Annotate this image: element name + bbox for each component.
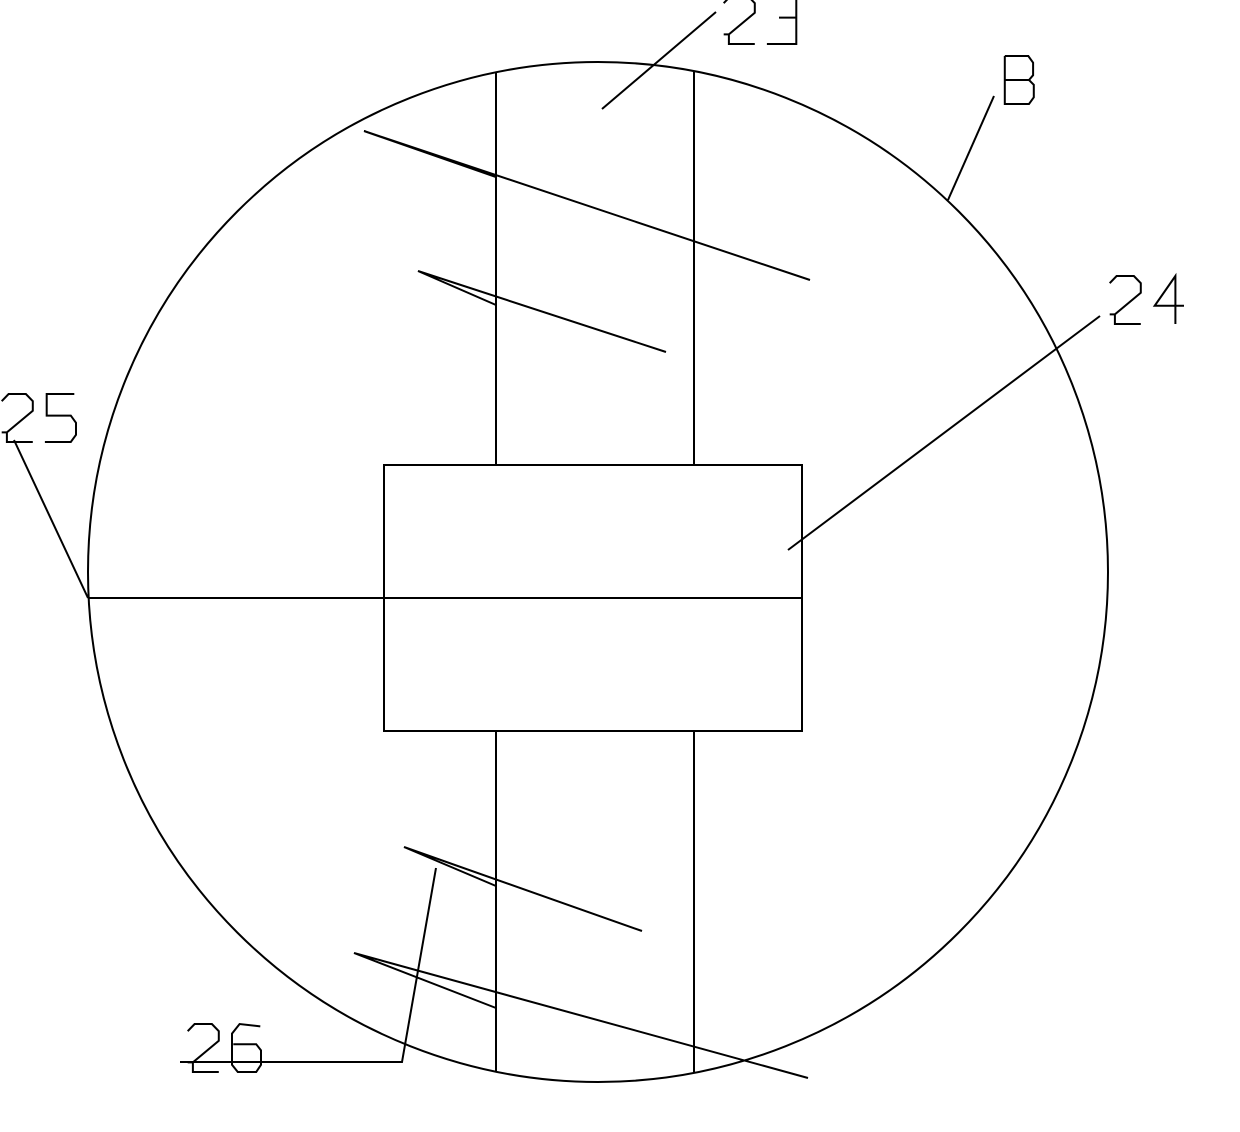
break-bot-upper	[404, 847, 642, 931]
leader-25-d	[14, 440, 88, 598]
label-B	[1005, 56, 1034, 104]
detail-circle	[88, 62, 1108, 1082]
label-26	[188, 1024, 261, 1072]
leader-23	[602, 12, 716, 109]
label-25	[2, 394, 76, 442]
label-24	[1110, 276, 1184, 324]
leader-24	[788, 316, 1100, 550]
leader-B	[948, 96, 994, 200]
break-bot-lower	[354, 953, 808, 1078]
break-top-upper	[364, 131, 810, 280]
label-23	[724, 0, 797, 44]
break-top-lower	[418, 271, 666, 352]
